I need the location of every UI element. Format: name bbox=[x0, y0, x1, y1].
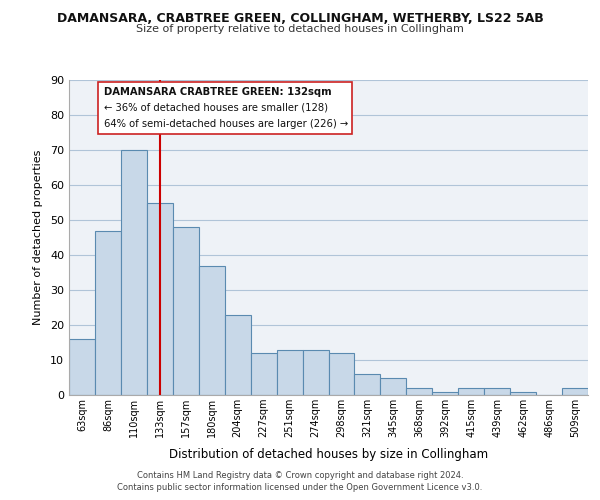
Bar bbox=[380, 378, 406, 395]
Bar bbox=[251, 353, 277, 395]
X-axis label: Distribution of detached houses by size in Collingham: Distribution of detached houses by size … bbox=[169, 448, 488, 462]
Bar bbox=[433, 392, 458, 395]
Bar bbox=[510, 392, 536, 395]
Bar bbox=[406, 388, 432, 395]
Bar bbox=[173, 227, 199, 395]
Bar bbox=[95, 230, 121, 395]
Bar bbox=[458, 388, 484, 395]
Bar bbox=[562, 388, 588, 395]
FancyBboxPatch shape bbox=[98, 82, 352, 134]
Bar bbox=[225, 314, 251, 395]
Bar bbox=[277, 350, 302, 395]
Text: DAMANSARA CRABTREE GREEN: 132sqm: DAMANSARA CRABTREE GREEN: 132sqm bbox=[104, 87, 332, 97]
Bar bbox=[355, 374, 380, 395]
Text: Contains public sector information licensed under the Open Government Licence v3: Contains public sector information licen… bbox=[118, 483, 482, 492]
Text: ← 36% of detached houses are smaller (128): ← 36% of detached houses are smaller (12… bbox=[104, 103, 328, 113]
Bar bbox=[484, 388, 510, 395]
Bar bbox=[199, 266, 224, 395]
Text: Contains HM Land Registry data © Crown copyright and database right 2024.: Contains HM Land Registry data © Crown c… bbox=[137, 472, 463, 480]
Text: 64% of semi-detached houses are larger (226) →: 64% of semi-detached houses are larger (… bbox=[104, 118, 348, 128]
Text: Size of property relative to detached houses in Collingham: Size of property relative to detached ho… bbox=[136, 24, 464, 34]
Bar bbox=[69, 339, 95, 395]
Bar bbox=[147, 202, 173, 395]
Bar bbox=[329, 353, 355, 395]
Bar bbox=[302, 350, 329, 395]
Bar bbox=[121, 150, 147, 395]
Text: DAMANSARA, CRABTREE GREEN, COLLINGHAM, WETHERBY, LS22 5AB: DAMANSARA, CRABTREE GREEN, COLLINGHAM, W… bbox=[56, 12, 544, 26]
Y-axis label: Number of detached properties: Number of detached properties bbox=[33, 150, 43, 325]
